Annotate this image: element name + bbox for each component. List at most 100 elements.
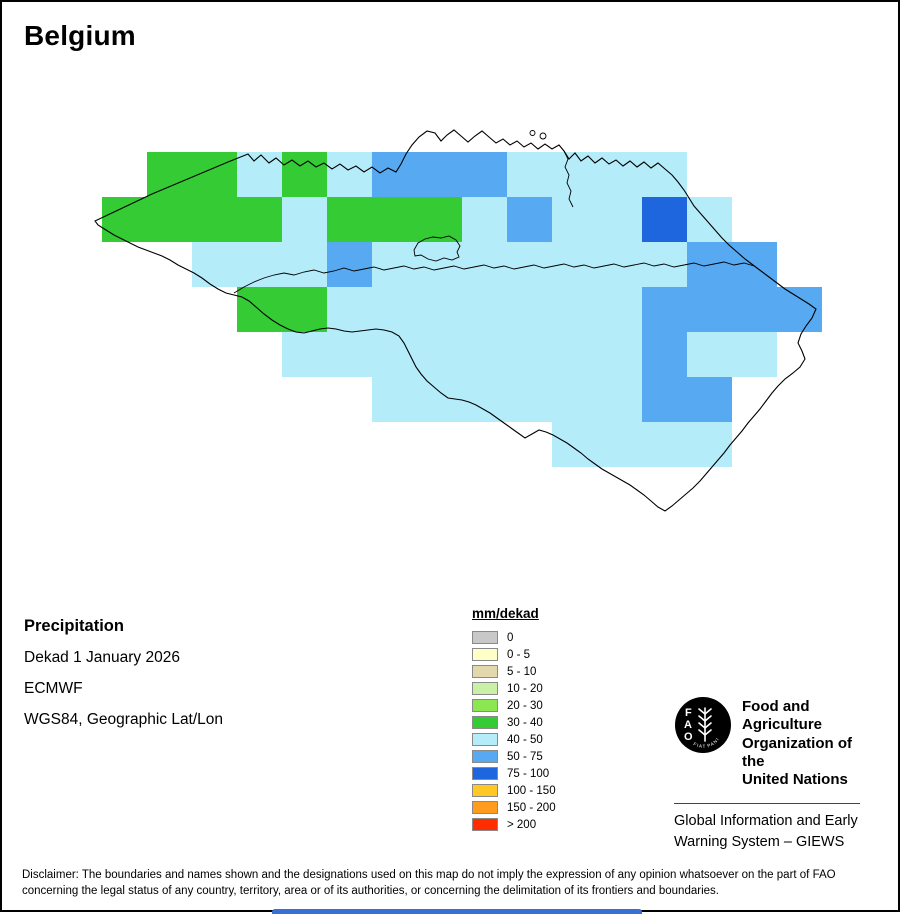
- legend-row: 75 - 100: [472, 765, 556, 782]
- legend-row: 10 - 20: [472, 680, 556, 697]
- precip-cell: [642, 422, 687, 467]
- fao-org-line-3: United Nations: [742, 771, 848, 789]
- precip-cell: [237, 197, 282, 242]
- precip-cell: [687, 287, 732, 332]
- precip-cell: [282, 287, 327, 332]
- legend-items: 0 0 - 5 5 - 10 10 - 20 20 - 30 30 - 40 40 - 50…: [472, 629, 556, 833]
- precip-cell: [462, 197, 507, 242]
- legend-label: 150 - 200: [507, 801, 556, 814]
- precip-cell: [417, 152, 462, 197]
- precip-cell: [642, 197, 687, 242]
- precip-cell: [192, 197, 237, 242]
- precip-cell: [597, 422, 642, 467]
- precip-cell: [462, 287, 507, 332]
- precip-cell: [462, 242, 507, 287]
- precip-cell: [462, 377, 507, 422]
- precip-cell: [552, 197, 597, 242]
- precip-cell: [507, 197, 552, 242]
- legend-row: 100 - 150: [472, 782, 556, 799]
- precip-cell: [462, 152, 507, 197]
- dekad-label: Dekad 1 January 2026: [24, 649, 180, 666]
- legend-row: 0: [472, 629, 556, 646]
- admin-boundary: [233, 261, 755, 294]
- precip-cell: [642, 152, 687, 197]
- legend-label: 5 - 10: [507, 665, 537, 678]
- precip-cell: [732, 242, 777, 287]
- source-label: ECMWF: [24, 680, 83, 697]
- fao-logo-letter-f: F: [685, 707, 692, 719]
- precip-cell: [507, 377, 552, 422]
- precip-cell: [372, 287, 417, 332]
- legend-header: mm/dekad: [472, 606, 539, 621]
- legend-row: 40 - 50: [472, 731, 556, 748]
- legend-label: 0: [507, 631, 514, 644]
- legend-label: > 200: [507, 818, 537, 831]
- admin-boundary: [529, 130, 547, 140]
- precip-cell: [192, 242, 237, 287]
- legend-label: 0 - 5: [507, 648, 531, 661]
- parameter-label: Precipitation: [24, 617, 124, 635]
- legend-swatch: [472, 716, 498, 729]
- fao-org-name: Food and Agriculture Organization of the…: [742, 696, 866, 789]
- legend-swatch: [472, 665, 498, 678]
- admin-boundary: [413, 235, 461, 262]
- precip-cell: [282, 152, 327, 197]
- legend-row: > 200: [472, 816, 556, 833]
- precip-cell: [507, 242, 552, 287]
- precip-cell: [642, 287, 687, 332]
- precip-cell: [102, 197, 147, 242]
- country-outline: [94, 129, 817, 512]
- fao-divider: [674, 803, 860, 805]
- precip-cell: [552, 377, 597, 422]
- precip-cell: [372, 242, 417, 287]
- legend-label: 20 - 30: [507, 699, 543, 712]
- precip-cell: [462, 332, 507, 377]
- fao-logo-icon: F A O F I A T P A N I S: [674, 696, 731, 753]
- legend-swatch: [472, 818, 498, 831]
- precip-cell: [507, 287, 552, 332]
- page-title: Belgium: [24, 20, 136, 51]
- fao-block: F A O F I A T P A N I S Food and Agricul…: [674, 696, 866, 852]
- precip-cell: [687, 197, 732, 242]
- precip-cell: [282, 197, 327, 242]
- precip-cell: [597, 152, 642, 197]
- precip-cell: [417, 197, 462, 242]
- precip-cell: [372, 152, 417, 197]
- precip-cell: [687, 332, 732, 377]
- precip-cell: [147, 197, 192, 242]
- precip-cell: [417, 242, 462, 287]
- precip-cell: [417, 287, 462, 332]
- projection-label: WGS84, Geographic Lat/Lon: [24, 711, 224, 728]
- giews-caption: Global Information and Early Warning Sys…: [674, 811, 866, 852]
- legend-swatch: [472, 784, 498, 797]
- legend-label: 10 - 20: [507, 682, 543, 695]
- giews-line-1: Global Information and Early: [674, 813, 858, 830]
- precip-cell: [597, 197, 642, 242]
- legend-label: 100 - 150: [507, 784, 556, 797]
- fao-org-line-1: Food and Agriculture: [742, 698, 823, 734]
- legend-swatch: [472, 750, 498, 763]
- precip-cell: [417, 332, 462, 377]
- giews-line-2: Warning System – GIEWS: [674, 833, 845, 850]
- legend-swatch: [472, 801, 498, 814]
- country-borders: [94, 129, 817, 512]
- legend-label: 50 - 75: [507, 750, 543, 763]
- precip-cell: [732, 332, 777, 377]
- precip-cell: [552, 332, 597, 377]
- legend-label: 40 - 50: [507, 733, 543, 746]
- legend-row: 150 - 200: [472, 799, 556, 816]
- legend-row: 0 - 5: [472, 646, 556, 663]
- legend-row: 5 - 10: [472, 663, 556, 680]
- fao-logo-letter-o: O: [684, 731, 693, 743]
- legend-row: 30 - 40: [472, 714, 556, 731]
- precip-cell: [327, 197, 372, 242]
- precip-cell: [327, 152, 372, 197]
- legend-swatch: [472, 699, 498, 712]
- legend-swatch: [472, 682, 498, 695]
- legend-label: 75 - 100: [507, 767, 550, 780]
- precip-cell: [777, 287, 822, 332]
- precip-cell: [597, 287, 642, 332]
- legend-swatch: [472, 767, 498, 780]
- legend-row: 20 - 30: [472, 697, 556, 714]
